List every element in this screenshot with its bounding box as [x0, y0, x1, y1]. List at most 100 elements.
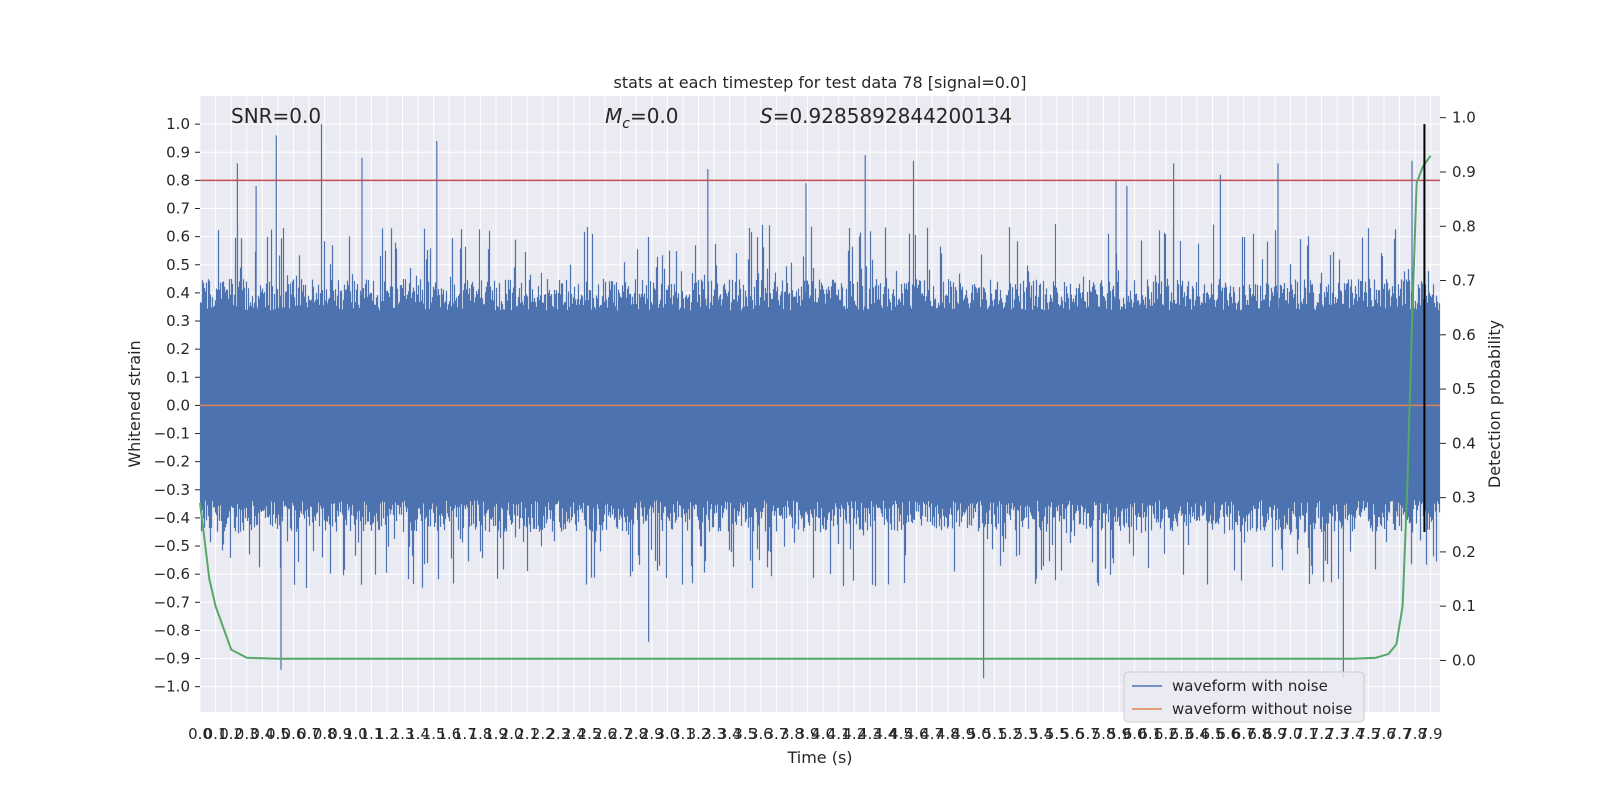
- x-tick-label: 4.7: [920, 725, 944, 743]
- x-tick-label: 5.0: [967, 725, 991, 743]
- y-right-tick-label: 0.7: [1452, 272, 1476, 290]
- x-tick-label: 1.7: [453, 725, 477, 743]
- x-tick-label: 4.1: [827, 725, 851, 743]
- x-tick-label: 3.5: [733, 725, 757, 743]
- x-tick-label: 2.6: [593, 725, 617, 743]
- legend-box: [1123, 671, 1365, 723]
- y-tick-label: 0.1: [166, 368, 190, 386]
- x-tick-label: 3.8: [780, 725, 804, 743]
- y-tick-label: 0.8: [166, 171, 190, 189]
- legend-label-clean: waveform without noise: [1172, 700, 1352, 718]
- y-tick-label: −0.2: [154, 453, 190, 471]
- y-axis-label: Whitened strain: [125, 340, 144, 467]
- x-tick-label: 3.3: [702, 725, 726, 743]
- mc-subscript: c: [622, 116, 630, 132]
- y-tick-label: −1.0: [154, 678, 190, 696]
- y-tick-label: 0.2: [166, 340, 190, 358]
- s-value: =0.9285892844200134: [773, 104, 1012, 128]
- x-tick-label: 6.5: [1201, 725, 1225, 743]
- x-tick-label: 4.9: [951, 725, 975, 743]
- x-tick-label: 7.1: [1294, 725, 1318, 743]
- x-tick-label: 4.4: [873, 725, 897, 743]
- x-tick-label: 4.2: [842, 725, 866, 743]
- x-tick-label: 3.9: [796, 725, 820, 743]
- y-tick-label: 0.4: [166, 284, 190, 302]
- x-tick-label: 7.3: [1325, 725, 1349, 743]
- x-tick-label: 1.3: [391, 725, 415, 743]
- x-tick-label: 7.6: [1372, 725, 1396, 743]
- y-tick-label: −0.7: [154, 593, 190, 611]
- x-tick-label: 6.8: [1247, 725, 1271, 743]
- x-axis-label: Time (s): [786, 748, 852, 767]
- mc-value: =0.0: [630, 104, 679, 128]
- x-tick-label: 0.0: [188, 725, 212, 743]
- x-tick-label: 3.0: [655, 725, 679, 743]
- y-right-tick-label: 0.2: [1452, 543, 1476, 561]
- x-tick-label: 7.5: [1356, 725, 1380, 743]
- chart-title: stats at each timestep for test data 78 …: [614, 73, 1027, 92]
- x-tick-label: 4.0: [811, 725, 835, 743]
- y-right-tick-label: 0.1: [1452, 597, 1476, 615]
- x-tick-label: 1.5: [422, 725, 446, 743]
- x-tick-label: 0.5: [266, 725, 290, 743]
- y-tick-labels: −1.0 −0.9 −0.8 −0.7 −0.6 −0.5 −0.4 −0.3 −0.2 −0.1…: [154, 115, 200, 696]
- x-tick-label: 6.0: [1123, 725, 1147, 743]
- x-tick-label: 4.5: [889, 725, 913, 743]
- x-tick-label: 0.3: [235, 725, 259, 743]
- x-tick-label: 1.6: [437, 725, 461, 743]
- series-detection-probability: [199, 155, 1432, 660]
- chirp-mass-annotation: Mc=0.0: [605, 104, 679, 132]
- score-annotation: S=0.9285892844200134: [760, 104, 1012, 128]
- x-tick-label: 1.2: [375, 725, 399, 743]
- x-tick-label: 3.2: [687, 725, 711, 743]
- y-right-tick-label: 0.4: [1452, 434, 1476, 452]
- y-tick-label: −0.3: [154, 481, 190, 499]
- x-tick-label: 1.0: [344, 725, 368, 743]
- y-right-tick-label: 0.0: [1452, 651, 1476, 669]
- x-tick-label: 2.2: [531, 725, 555, 743]
- x-tick-label: 6.7: [1232, 725, 1256, 743]
- x-tick-label: 5.6: [1060, 725, 1084, 743]
- x-tick-label: 7.2: [1310, 725, 1334, 743]
- x-tick-label: 5.1: [983, 725, 1007, 743]
- x-tick-label: 5.5: [1045, 725, 1069, 743]
- x-tick-label: 0.8: [313, 725, 337, 743]
- x-tick-label: 0.9: [328, 725, 352, 743]
- x-tick-label: 2.8: [624, 725, 648, 743]
- y-tick-label: −0.9: [154, 650, 190, 668]
- x-tick-label: 5.2: [998, 725, 1022, 743]
- x-tick-label: 0.2: [219, 725, 243, 743]
- legend-label-noise: waveform with noise: [1172, 677, 1328, 695]
- x-tick-labels: 0.00.10.20.30.40.50.60.70.80.91.01.11.21…: [188, 725, 1443, 743]
- x-tick-label: 3.4: [718, 725, 742, 743]
- x-tick-label: 7.7: [1388, 725, 1412, 743]
- x-tick-label: 2.3: [546, 725, 570, 743]
- y-tick-label: −0.1: [154, 425, 190, 443]
- x-tick-label: 0.4: [250, 725, 274, 743]
- snr-annotation: SNR=0.0: [231, 104, 321, 128]
- y-tick-label: 0.3: [166, 312, 190, 330]
- y-tick-label: −0.5: [154, 537, 190, 555]
- x-tick-label: 5.7: [1076, 725, 1100, 743]
- y-right-tick-label: 1.0: [1452, 109, 1476, 127]
- x-tick-label: 7.0: [1279, 725, 1303, 743]
- x-tick-label: 3.6: [749, 725, 773, 743]
- x-tick-label: 3.7: [764, 725, 788, 743]
- y-tick-label: 0.0: [166, 396, 190, 414]
- x-tick-label: 7.9: [1419, 725, 1443, 743]
- x-tick-label: 1.1: [359, 725, 383, 743]
- x-tick-label: 6.9: [1263, 725, 1287, 743]
- y-right-tick-label: 0.5: [1452, 380, 1476, 398]
- y-tick-label: 0.9: [166, 143, 190, 161]
- x-tick-label: 6.6: [1216, 725, 1240, 743]
- x-tick-label: 5.9: [1107, 725, 1131, 743]
- y-right-tick-labels: 0.0 0.1 0.2 0.3 0.4 0.5 0.6 0.7 0.8 0.9 1.0: [1440, 109, 1476, 669]
- x-tick-label: 6.4: [1185, 725, 1209, 743]
- x-tick-label: 1.9: [484, 725, 508, 743]
- y-right-tick-label: 0.9: [1452, 163, 1476, 181]
- y-tick-label: −0.4: [154, 509, 190, 527]
- y-tick-label: −0.6: [154, 565, 190, 583]
- x-tick-label: 2.4: [562, 725, 586, 743]
- x-tick-label: 2.1: [515, 725, 539, 743]
